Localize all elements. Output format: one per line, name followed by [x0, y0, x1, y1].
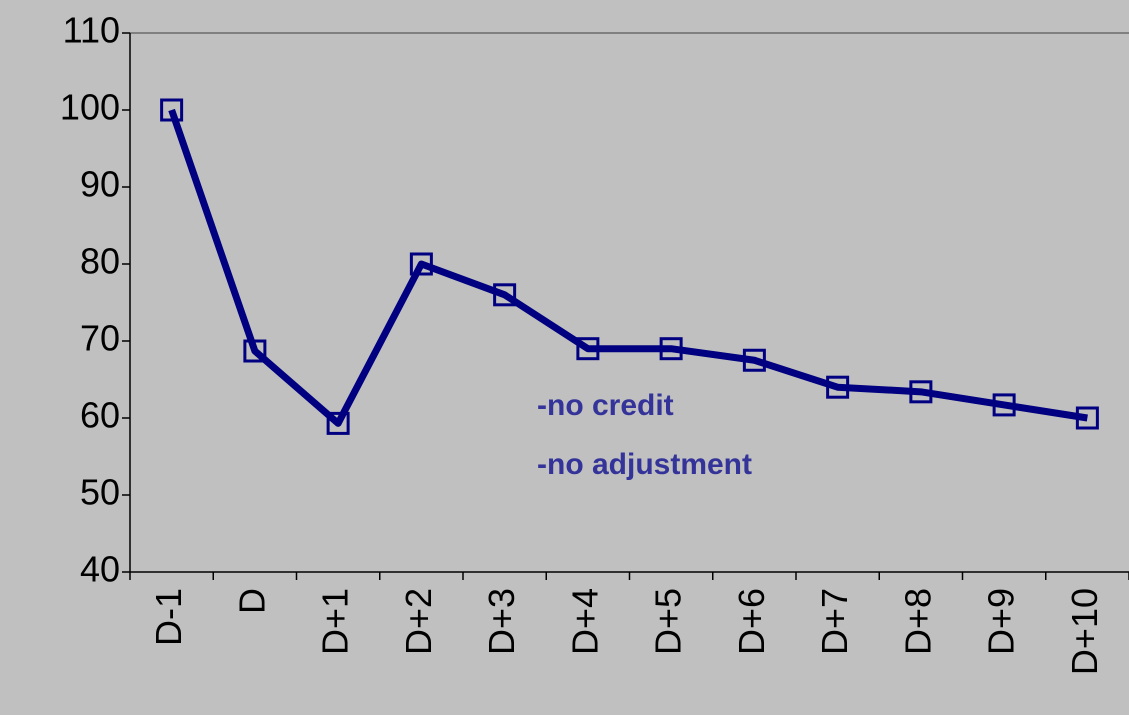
y-tick-label: 60 — [80, 395, 120, 436]
x-tick-label: D — [231, 588, 272, 614]
x-tick-label: D+2 — [398, 588, 439, 655]
y-tick-label: 70 — [80, 318, 120, 359]
annotation: -no adjustment — [537, 448, 752, 481]
x-tick-label: D+9 — [981, 588, 1022, 655]
marker — [826, 375, 850, 399]
marker — [576, 337, 600, 361]
marker — [409, 252, 433, 276]
x-tick-label: D+4 — [564, 588, 605, 655]
x-tick-label: D+1 — [315, 588, 356, 655]
marker — [909, 380, 933, 404]
y-tick-label: 80 — [80, 241, 120, 282]
marker — [992, 393, 1016, 417]
marker — [243, 339, 267, 363]
x-tick-label: D+8 — [897, 588, 938, 655]
marker — [742, 348, 766, 372]
y-tick-label: 50 — [80, 472, 120, 513]
marker — [326, 411, 350, 435]
y-tick-label: 90 — [80, 164, 120, 205]
annotation: -no credit — [537, 389, 674, 422]
x-tick-label: D+7 — [814, 588, 855, 655]
marker — [659, 337, 683, 361]
x-tick-label: D+5 — [648, 588, 689, 655]
x-tick-label: D+10 — [1064, 588, 1105, 675]
y-tick-label: 40 — [80, 549, 120, 590]
x-tick-label: D+3 — [481, 588, 522, 655]
y-tick-label: 100 — [60, 87, 120, 128]
marker — [160, 98, 184, 122]
x-tick-label: D+6 — [731, 588, 772, 655]
x-tick-label: D-1 — [148, 588, 189, 646]
marker — [493, 283, 517, 307]
y-tick-label: 110 — [63, 10, 120, 51]
line — [168, 108, 1088, 427]
marker — [1075, 406, 1099, 430]
